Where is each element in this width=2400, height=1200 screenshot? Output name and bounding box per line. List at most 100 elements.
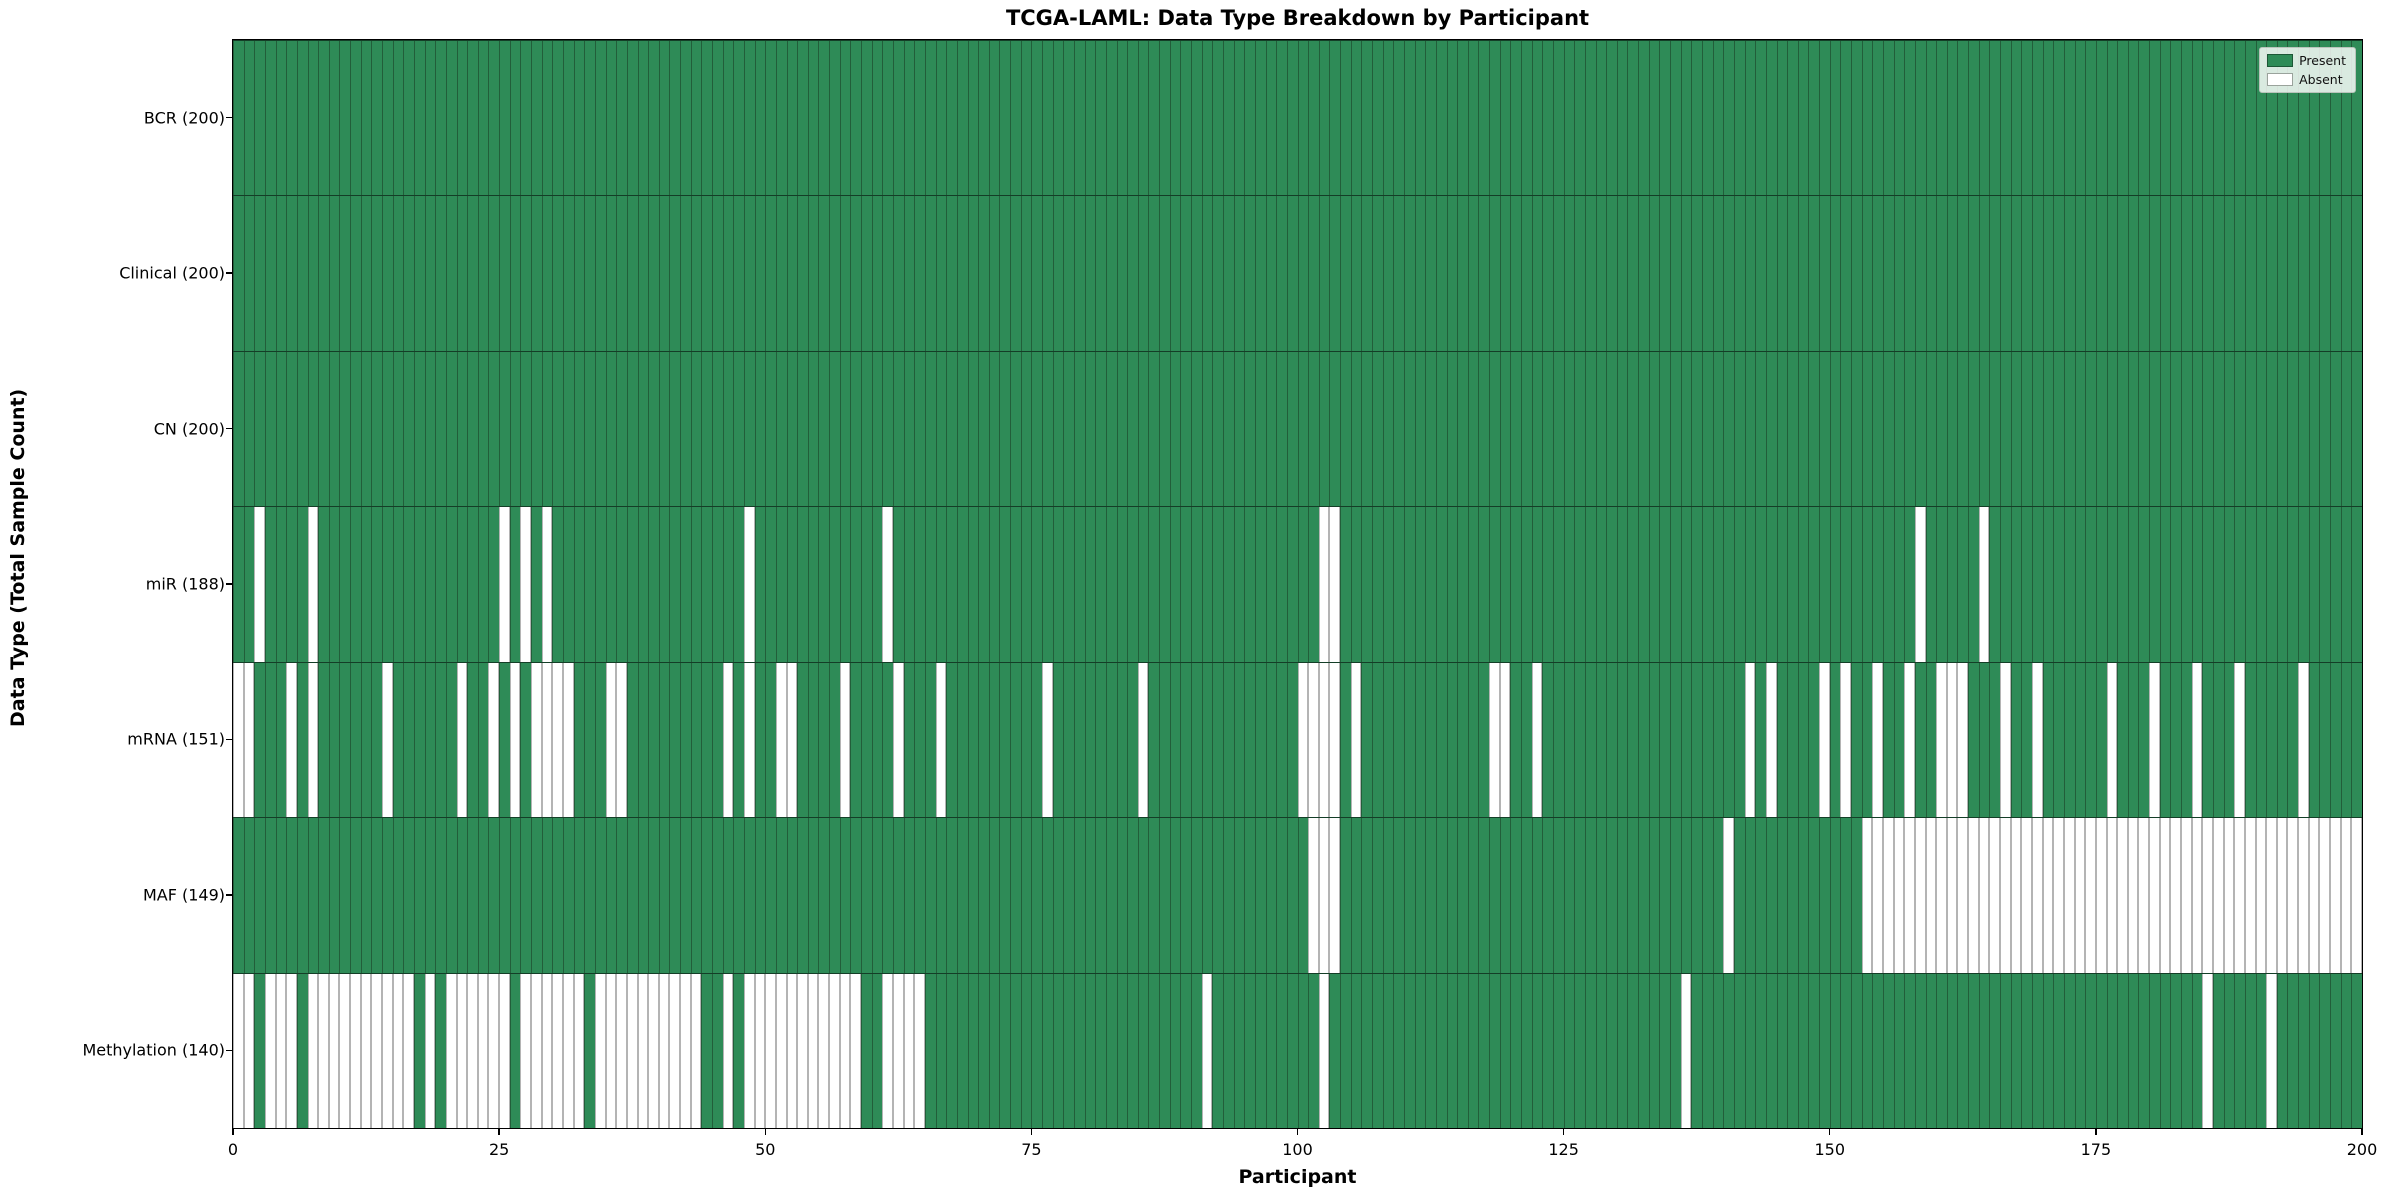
heatmap-cell — [1702, 507, 1713, 662]
heatmap-cell — [765, 196, 776, 351]
heatmap-cell — [1893, 818, 1905, 973]
heatmap-cell — [1542, 507, 1553, 662]
heatmap-cell — [988, 818, 1000, 973]
heatmap-cell — [1489, 973, 1500, 1128]
heatmap-cell — [488, 662, 500, 818]
heatmap-cell — [2053, 973, 2064, 1128]
heatmap-cell — [743, 662, 755, 818]
heatmap-cell — [1350, 818, 1362, 973]
heatmap-cell — [2085, 973, 2096, 1128]
heatmap-cell — [850, 662, 862, 818]
heatmap-cell — [946, 662, 957, 818]
heatmap-cell — [413, 818, 425, 973]
heatmap-cell — [1308, 196, 1319, 351]
heatmap-cell — [1648, 662, 1660, 818]
heatmap-cell — [2159, 507, 2171, 662]
heatmap-cell — [1254, 196, 1266, 351]
heatmap-cell — [1914, 818, 1926, 973]
heatmap-cell — [2287, 818, 2299, 973]
heatmap-cell — [1467, 41, 1479, 196]
heatmap-cell — [1946, 41, 1958, 196]
heatmap-cell — [1552, 41, 1564, 196]
legend-item-absent: Absent — [2267, 72, 2346, 87]
heatmap-cell — [254, 507, 265, 662]
heatmap-cell — [1595, 41, 1607, 196]
heatmap-cell — [1648, 507, 1660, 662]
heatmap-cell — [786, 507, 798, 662]
heatmap-cell — [243, 973, 255, 1128]
heatmap-cell — [1201, 973, 1213, 1128]
heatmap-cell — [1744, 662, 1756, 818]
heatmap-cell — [2223, 196, 2235, 351]
heatmap-cell — [254, 818, 265, 973]
heatmap-cell — [371, 818, 383, 973]
heatmap-cell — [1606, 41, 1617, 196]
heatmap-cell — [339, 973, 351, 1128]
heatmap-cell — [946, 196, 957, 351]
heatmap-cell — [946, 973, 957, 1128]
heatmap-cell — [914, 196, 925, 351]
heatmap-cell — [1318, 662, 1330, 818]
heatmap-cell — [1925, 818, 1937, 973]
heatmap-cell — [1531, 507, 1543, 662]
heatmap-cell — [2170, 196, 2182, 351]
heatmap-cell — [264, 818, 276, 973]
heatmap-cell — [1446, 662, 1458, 818]
heatmap-cell — [648, 662, 659, 818]
heatmap-cell — [403, 507, 414, 662]
heatmap-cell — [1670, 196, 1681, 351]
heatmap-cell — [2149, 662, 2160, 818]
heatmap-cell — [2159, 662, 2171, 818]
heatmap-cell — [839, 662, 851, 818]
heatmap-cell — [1446, 196, 1458, 351]
heatmap-cell — [488, 196, 500, 351]
heatmap-cell — [892, 973, 904, 1128]
heatmap-cell — [1712, 507, 1724, 662]
heatmap-cell — [690, 351, 702, 507]
heatmap-cell — [1073, 662, 1085, 818]
heatmap-cell — [1478, 351, 1490, 507]
heatmap-cell — [1787, 973, 1798, 1128]
heatmap-cell — [2212, 41, 2224, 196]
heatmap-cell — [1989, 196, 2001, 351]
x-axis-label: Participant — [1238, 1166, 1357, 1188]
heatmap-cell — [701, 662, 713, 818]
heatmap-cell — [2255, 196, 2267, 351]
heatmap-cell — [1063, 507, 1074, 662]
heatmap-cell — [1776, 351, 1788, 507]
heatmap-cell — [1457, 507, 1468, 662]
heatmap-row-BCR — [233, 40, 2362, 196]
heatmap-cell — [680, 818, 691, 973]
heatmap-cell — [1638, 973, 1649, 1128]
heatmap-cell — [680, 507, 691, 662]
heatmap-cell — [1105, 351, 1117, 507]
heatmap-cell — [626, 351, 638, 507]
heatmap-cell — [531, 41, 542, 196]
heatmap-cell — [882, 351, 893, 507]
heatmap-cell — [1851, 818, 1862, 973]
heatmap-cell — [2223, 818, 2235, 973]
heatmap-cell — [2191, 351, 2203, 507]
heatmap-cell — [1978, 818, 1990, 973]
heatmap-cell — [2085, 41, 2096, 196]
heatmap-cell — [1393, 973, 1404, 1128]
heatmap-cell — [1755, 196, 1766, 351]
heatmap-cell — [1563, 818, 1575, 973]
heatmap-cell — [2149, 818, 2160, 973]
heatmap-cell — [382, 196, 393, 351]
heatmap-cell — [1010, 41, 1021, 196]
heatmap-cell — [733, 41, 744, 196]
heatmap-cell — [1776, 818, 1788, 973]
heatmap-cell — [1414, 41, 1426, 196]
heatmap-cell — [2308, 41, 2320, 196]
heatmap-cell — [1542, 818, 1553, 973]
heatmap-cell — [765, 507, 776, 662]
heatmap-cell — [1116, 351, 1128, 507]
heatmap-cell — [861, 196, 872, 351]
heatmap-cell — [1765, 818, 1777, 973]
heatmap-cell — [1584, 507, 1596, 662]
heatmap-cell — [988, 351, 1000, 507]
heatmap-cell — [1499, 196, 1511, 351]
heatmap-cell — [2010, 818, 2022, 973]
heatmap-cell — [1904, 351, 1915, 507]
